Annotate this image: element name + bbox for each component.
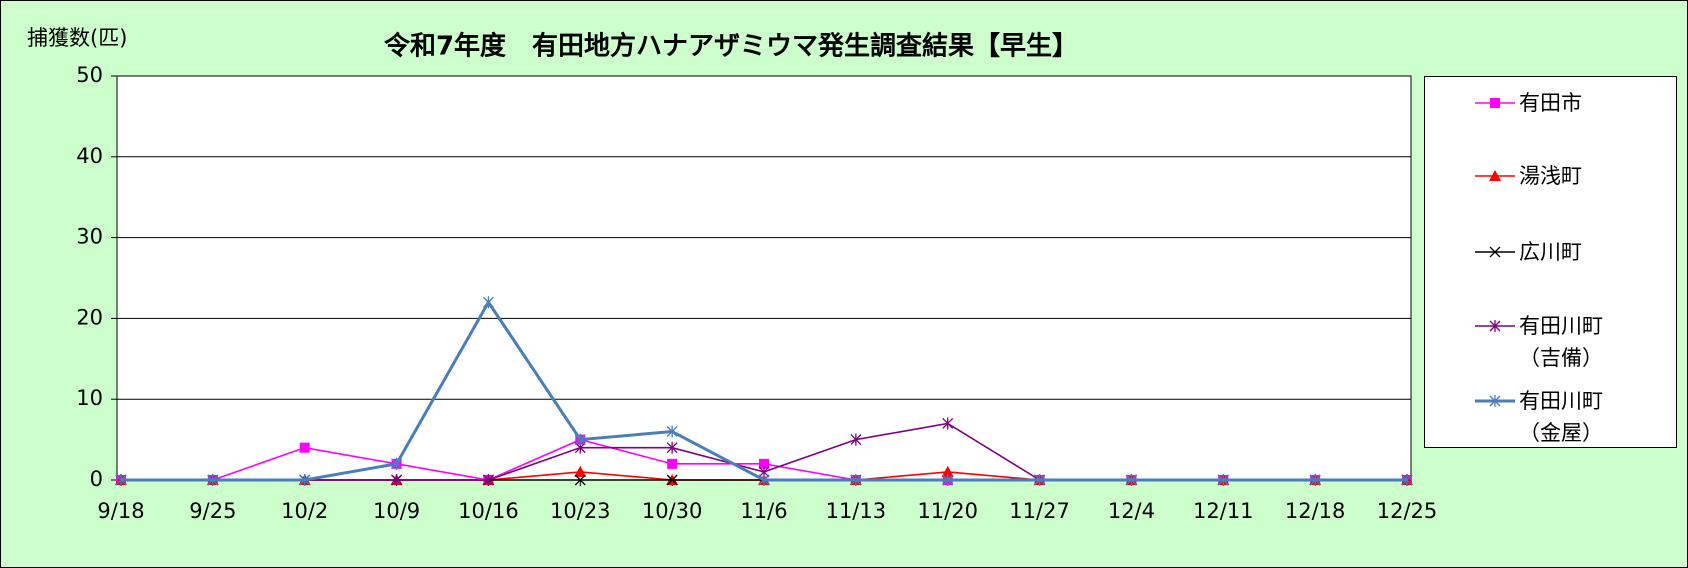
- legend-icon: [1475, 395, 1515, 407]
- x-tick-label: 12/11: [1193, 499, 1254, 523]
- x-tick-label: 12/18: [1285, 499, 1346, 523]
- marker: [391, 474, 403, 486]
- legend-entry: 広川町: [1475, 236, 1582, 268]
- marker: [1034, 474, 1046, 486]
- legend-icon: [1475, 170, 1515, 181]
- legend-label: 広川町: [1519, 240, 1582, 264]
- x-tick-label: 10/9: [373, 499, 420, 523]
- x-tick-label: 10/30: [642, 499, 703, 523]
- legend-entry: 湯浅町: [1475, 160, 1582, 192]
- y-tick-label: 30: [76, 225, 103, 249]
- marker: [115, 474, 127, 486]
- marker: [850, 474, 862, 486]
- marker: [1217, 474, 1229, 486]
- marker: [667, 458, 678, 469]
- x-tick-label: 10/23: [550, 499, 611, 523]
- marker: [1489, 170, 1501, 181]
- marker: [207, 474, 219, 486]
- marker: [299, 474, 311, 486]
- x-tick-label: 12/4: [1108, 499, 1155, 523]
- x-tick-label: 10/16: [458, 499, 519, 523]
- legend-label: 有田市: [1519, 91, 1582, 115]
- x-tick-label: 10/2: [281, 499, 328, 523]
- legend-label: 湯浅町: [1519, 164, 1582, 188]
- x-tick-label: 9/25: [189, 499, 236, 523]
- legend-icon: [1475, 246, 1515, 258]
- marker: [850, 433, 862, 446]
- legend-icon: [1475, 98, 1515, 108]
- x-tick-label: 11/20: [917, 499, 978, 523]
- y-tick-label: 20: [76, 305, 103, 329]
- y-tick-label: 0: [90, 467, 103, 491]
- y-tick-label: 50: [76, 63, 103, 87]
- marker: [666, 441, 678, 454]
- y-tick-label: 40: [76, 144, 103, 168]
- marker: [482, 296, 494, 309]
- marker: [758, 474, 770, 486]
- marker: [942, 417, 954, 430]
- x-tick-label: 11/6: [740, 499, 787, 523]
- x-tick-label: 11/27: [1009, 499, 1070, 523]
- marker: [299, 442, 310, 453]
- marker: [1125, 474, 1137, 486]
- y-axis-label: 捕獲数(匹): [27, 26, 127, 50]
- marker: [666, 474, 678, 486]
- x-tick-label: 9/18: [97, 499, 144, 523]
- plot-area: [116, 75, 1412, 481]
- legend-entry: 有田市: [1475, 87, 1582, 119]
- legend-entry: 有田川町 （吉備）: [1475, 310, 1603, 374]
- legend-label: 有田川町 （吉備）: [1519, 314, 1603, 370]
- marker: [1490, 98, 1500, 108]
- chart-title: 令和7年度 有田地方ハナアザミウマ発生調査結果【早生】: [384, 31, 1078, 62]
- x-tick-label: 11/13: [826, 499, 887, 523]
- marker: [1489, 395, 1501, 407]
- marker: [574, 465, 587, 477]
- marker: [666, 425, 678, 438]
- legend-icon: [1475, 320, 1515, 332]
- marker: [574, 474, 586, 486]
- marker: [1489, 246, 1501, 258]
- legend: 有田市湯浅町広川町有田川町 （吉備） 有田川町 （金屋）: [1424, 76, 1677, 448]
- x-tick-label: 12/25: [1377, 499, 1438, 523]
- marker: [574, 433, 586, 446]
- marker: [1489, 320, 1501, 332]
- marker: [482, 474, 494, 486]
- marker: [759, 458, 769, 469]
- marker: [1309, 474, 1321, 486]
- marker: [391, 457, 403, 470]
- marker: [941, 465, 954, 477]
- legend-entry: 有田川町 （金屋）: [1475, 385, 1603, 449]
- marker: [942, 474, 954, 486]
- marker: [1401, 474, 1413, 486]
- y-tick-label: 10: [76, 386, 103, 410]
- legend-label: 有田川町 （金屋）: [1519, 389, 1603, 445]
